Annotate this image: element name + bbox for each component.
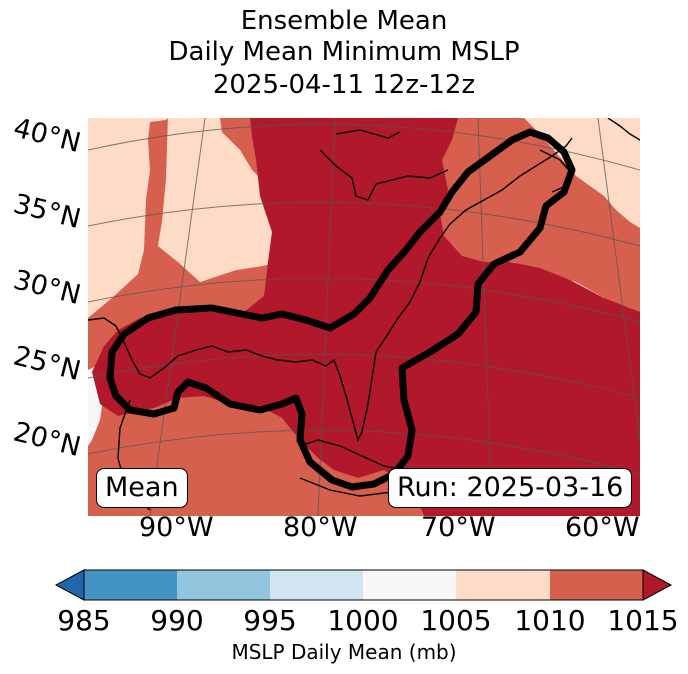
lon-label-70w: 70°W (421, 512, 496, 543)
colorbar-label: MSLP Daily Mean (mb) (231, 640, 457, 664)
lon-label-80w: 80°W (283, 512, 358, 543)
lon-label-60w: 60°W (565, 512, 640, 543)
colorbar-min-extend (54, 569, 85, 601)
colorbar-outline (83, 569, 644, 601)
run-date-box: Run: 2025-03-16 (388, 468, 633, 508)
field-gt-1015 (92, 118, 640, 516)
colorbar-bin-995-1000 (270, 570, 363, 600)
lon-label-90w: 90°W (139, 512, 214, 543)
colorbar-tick-1005: 1005 (420, 604, 492, 637)
colorbar-tick-985: 985 (57, 604, 111, 637)
colorbar-bin-1005-1010 (456, 570, 550, 600)
colorbar-bin-990-995 (177, 570, 270, 600)
colorbar-tick-1010: 1010 (514, 604, 586, 637)
mean-label-box: Mean (96, 468, 188, 508)
field-1005-1010-west-2 (158, 118, 300, 282)
colorbar-tick-1015: 1015 (607, 604, 679, 637)
colorbar-tick-995: 995 (243, 604, 297, 637)
colorbar-tick-990: 990 (150, 604, 204, 637)
colorbar-bin-1010-1015 (550, 570, 643, 600)
colorbar-bin-1000-1005 (363, 570, 456, 600)
colorbar-bin-985-990 (84, 570, 177, 600)
title-line-3: 2025-04-11 12z-12z (212, 70, 476, 100)
title-line-2: Daily Mean Minimum MSLP (168, 37, 520, 67)
map-field (88, 118, 640, 516)
title-line-1: Ensemble Mean (240, 6, 448, 36)
contour-1015-outline (106, 128, 576, 491)
colorbar-max-extend (642, 569, 673, 601)
colorbar-tick-1000: 1000 (327, 604, 399, 637)
